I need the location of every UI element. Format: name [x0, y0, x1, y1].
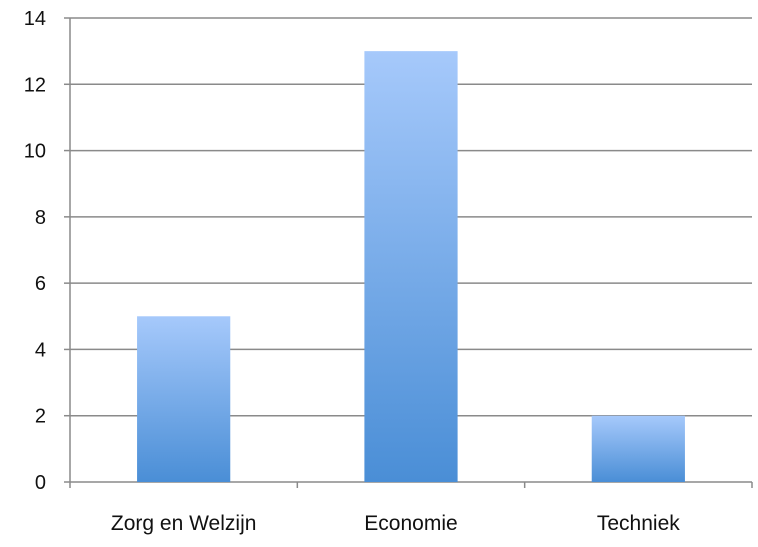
bars [137, 51, 685, 483]
axes [64, 17, 753, 488]
bar [364, 51, 458, 483]
x-category-label: Economie [364, 512, 457, 535]
y-tick-label: 4 [35, 339, 46, 361]
y-tick-label: 14 [24, 8, 46, 30]
bar [591, 415, 685, 482]
x-category-label: Zorg en Welzijn [111, 512, 257, 535]
y-tick-label: 10 [24, 141, 46, 163]
y-tick-label: 12 [24, 74, 46, 96]
y-tick-label: 2 [35, 406, 46, 428]
y-tick-label: 8 [35, 207, 46, 229]
axis-labels: 0 2 4 6 8 10 12 14 Zorg en Welzijn Economie Techni… [24, 8, 681, 535]
y-tick-label: 6 [35, 273, 46, 295]
x-category-label: Techniek [597, 512, 680, 535]
bar [137, 316, 231, 482]
y-tick-label: 0 [35, 472, 46, 494]
